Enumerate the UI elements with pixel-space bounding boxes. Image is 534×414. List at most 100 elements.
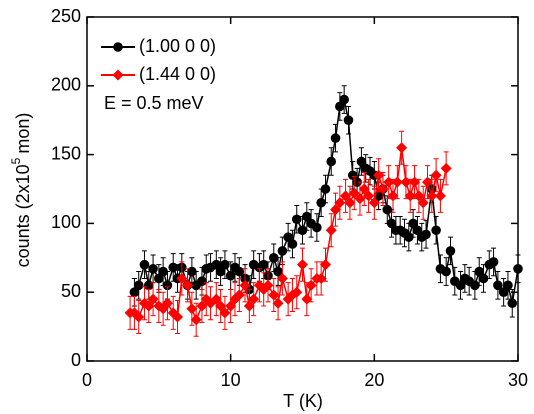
marker [225,300,237,312]
marker [220,259,230,270]
y-label-tail: mon) [13,113,33,154]
marker [233,289,245,301]
marker [291,286,303,298]
marker [421,176,433,188]
marker [387,190,399,202]
marker [186,303,198,315]
y-tick-label: 200 [51,75,81,95]
marker [219,307,231,319]
marker [297,259,308,271]
marker [291,214,302,225]
marker [330,204,342,216]
marker [383,176,395,188]
y-tick-label: 150 [51,143,81,163]
marker [413,190,425,202]
marker [133,311,145,323]
marker [283,232,293,242]
marker [503,280,513,291]
marker [334,197,346,209]
marker [262,279,274,291]
marker [373,169,385,181]
marker [187,266,197,277]
marker [348,187,360,199]
marker [445,246,456,256]
marker [382,204,393,215]
marker [409,176,421,188]
marker [176,272,188,284]
marker [315,272,327,284]
marker [434,190,446,202]
marker [431,225,441,236]
marker [347,170,358,181]
marker [396,142,408,154]
y-label-main: counts (2x10 [13,164,33,267]
marker [287,239,298,249]
legend-label: (1.00 0 0) [139,36,216,56]
marker [168,262,178,273]
marker [147,293,159,305]
marker [305,279,317,291]
x-tick-label: 20 [364,370,384,390]
marker [273,266,283,277]
marker [358,183,370,195]
marker [488,257,499,267]
marker [319,259,331,271]
marker [377,183,389,195]
y-tick-label: 50 [61,281,81,301]
marker [335,101,345,112]
y-tick-label: 250 [51,6,81,26]
marker [474,266,485,277]
marker [268,289,280,301]
marker [139,259,150,270]
marker [161,297,173,309]
marker [148,264,158,274]
marker [196,300,208,312]
marker [316,197,326,208]
marker [154,273,164,284]
marker [412,225,423,236]
marker [441,266,451,277]
marker [430,169,442,181]
marker [276,272,288,284]
legend-marker [112,69,124,81]
marker [507,298,518,309]
x-axis-label: T (K) [283,391,323,411]
marker [325,224,337,236]
marker [133,280,144,291]
y-tick-label: 100 [51,212,81,232]
marker [297,225,308,236]
marker [277,246,288,256]
x-tick-label: 30 [508,370,528,390]
marker [197,276,207,286]
marker [326,156,337,167]
y-axis-label: counts (2x105 mon) [9,113,33,268]
marker [225,270,236,281]
marker [417,197,429,209]
marker [344,197,356,209]
legend-marker [113,42,123,52]
marker [356,156,367,167]
marker [248,293,260,305]
marker [301,293,313,305]
marker [354,193,366,205]
marker [498,287,509,298]
annotation: E = 0.5 meV [104,93,204,113]
x-tick-label: 0 [82,370,92,390]
marker [330,133,341,143]
marker [162,280,173,291]
y-label-sup: 5 [9,157,23,164]
marker [408,218,418,229]
marker [513,264,523,274]
marker [215,300,227,312]
marker [268,252,279,263]
plot-frame [86,16,519,362]
marker [190,314,202,326]
marker [391,176,403,188]
marker [363,190,375,202]
marker [210,293,222,305]
marker [455,280,466,291]
y-tick-label: 0 [71,350,81,370]
marker [211,259,222,270]
marker [440,162,452,174]
marker [320,184,331,194]
